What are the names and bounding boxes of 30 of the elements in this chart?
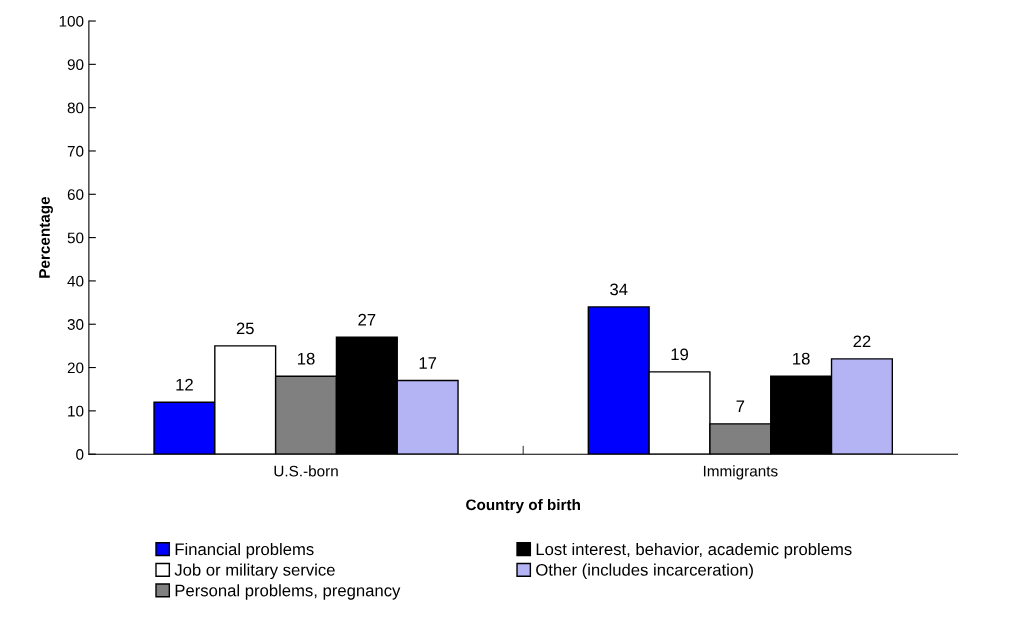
y-tick-label: 80	[67, 102, 84, 114]
x-tick-label: Immigrants	[703, 465, 778, 480]
y-axis-title: Percentage	[39, 196, 53, 278]
data-label: 19	[671, 348, 689, 361]
y-tick-label: 50	[67, 232, 84, 244]
y-tick-label: 20	[67, 362, 84, 374]
x-tick-label: U.S.-born	[274, 465, 338, 477]
data-label: 34	[610, 283, 628, 296]
data-label: 25	[236, 322, 254, 335]
y-tick-label: 40	[67, 275, 84, 287]
data-label: 17	[419, 357, 437, 369]
data-label: 18	[298, 352, 315, 365]
legend-label: Financial problems	[175, 542, 314, 559]
y-tick-label: 70	[67, 145, 84, 157]
y-tick-label: 10	[68, 405, 84, 417]
y-tick-label: 0	[76, 449, 84, 460]
y-tick-label: 60	[67, 189, 84, 200]
legend-label: Job or military service	[174, 563, 335, 580]
data-label: 27	[358, 313, 376, 326]
data-label: 18	[793, 352, 810, 365]
x-axis-title: Country of birth	[466, 498, 580, 514]
legend-label: Lost interest, behavior, academic problems	[536, 542, 852, 559]
legend-label: Personal problems, pregnancy	[175, 584, 401, 600]
data-label: 22	[853, 335, 871, 348]
y-tick-label: 90	[67, 59, 84, 71]
data-label: 7	[736, 400, 745, 413]
legend-label: Other (includes incarceration)	[536, 563, 753, 580]
y-tick-label: 100	[59, 15, 84, 27]
data-label: 12	[176, 378, 193, 391]
y-tick-label: 30	[67, 319, 84, 330]
